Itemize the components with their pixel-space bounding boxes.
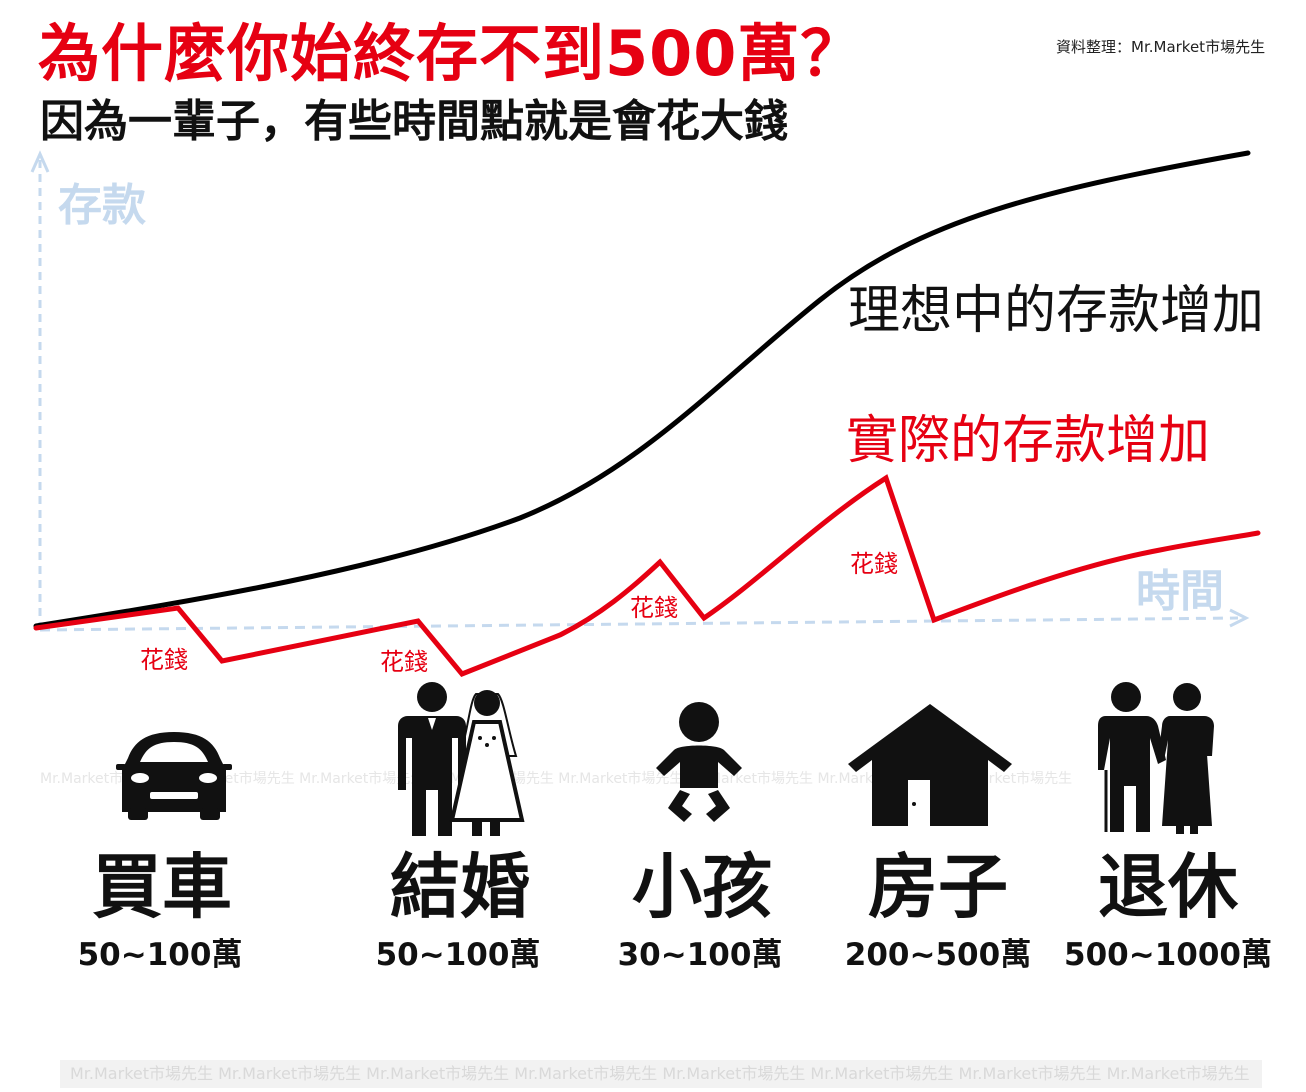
event-amount-child: 30~100萬 xyxy=(617,937,783,973)
event-label-wedding: 結婚 xyxy=(390,846,530,928)
x-axis-arrow-icon xyxy=(1229,608,1250,628)
actual-savings-line xyxy=(33,474,1261,677)
ideal-savings-line xyxy=(33,150,1251,629)
event-amount-house: 200~500萬 xyxy=(844,937,1032,973)
event-amount-retirement: 500~1000萬 xyxy=(1064,937,1272,973)
spend-label: 花錢 xyxy=(380,648,428,676)
car-icon xyxy=(116,732,232,820)
event-label-car: 買車 xyxy=(92,846,232,928)
x-axis xyxy=(39,616,1239,632)
x-axis-label: 時間 xyxy=(1136,566,1224,617)
page-subtitle: 因為一輩子，有些時間點就是會花大錢 xyxy=(40,96,788,147)
watermark-bottom: Mr.Market市場先生 Mr.Market市場先生 Mr.Market市場先… xyxy=(60,1060,1262,1088)
page-title: 為什麼你始終存不到500萬？ xyxy=(38,17,864,90)
event-label-house: 房子 xyxy=(868,846,1008,928)
spend-label: 花錢 xyxy=(140,646,188,674)
ideal-line-label: 理想中的存款增加 xyxy=(848,281,1264,341)
event-amount-car: 50~100萬 xyxy=(77,937,243,973)
source-credit: 資料整理：Mr.Market市場先生 xyxy=(1056,38,1266,56)
watermark-middle: Mr.Market市場先生 Mr.Market市場先生 Mr.Market市場先… xyxy=(40,771,1073,787)
spend-label: 花錢 xyxy=(630,594,678,622)
baby-icon xyxy=(656,702,742,822)
wedding-couple-icon xyxy=(398,682,525,836)
elderly-couple-icon xyxy=(1098,682,1214,834)
y-axis-label: 存款 xyxy=(58,180,146,231)
event-amount-wedding: 50~100萬 xyxy=(375,937,541,973)
event-label-child: 小孩 xyxy=(632,846,772,928)
y-axis-arrow-icon xyxy=(30,150,50,173)
actual-line-label: 實際的存款增加 xyxy=(846,411,1210,471)
event-label-retirement: 退休 xyxy=(1098,846,1238,928)
spend-label: 花錢 xyxy=(850,550,898,578)
house-icon xyxy=(848,704,1012,826)
